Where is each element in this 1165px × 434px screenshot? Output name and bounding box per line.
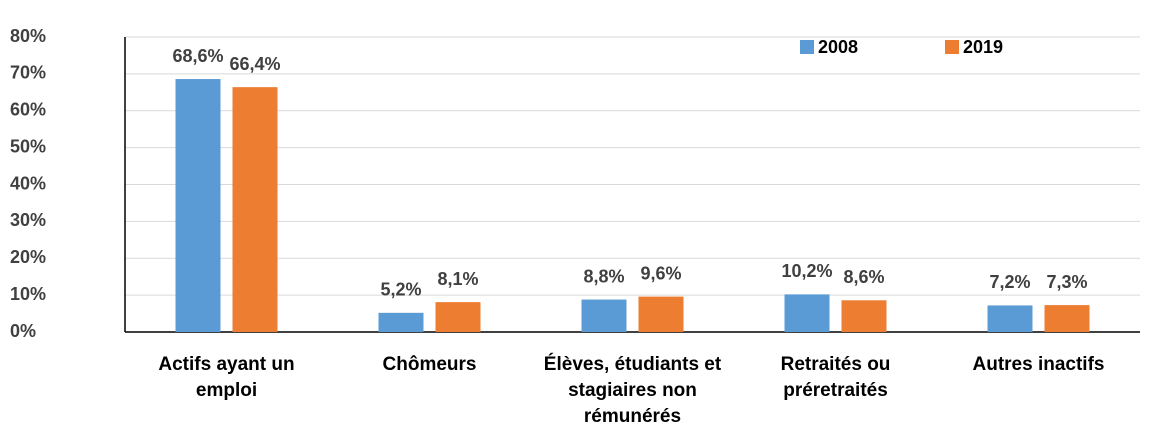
data-label: 68,6%	[172, 46, 223, 66]
legend-swatch	[945, 40, 959, 54]
x-tick-label: Élèves, étudiants et stagiaires non rému…	[543, 354, 722, 427]
y-tick-label: 70%	[10, 63, 46, 83]
bar	[638, 296, 684, 332]
x-tick-label: Chômeurs	[382, 354, 477, 375]
legend-label: 2019	[963, 37, 1003, 57]
y-tick-label: 30%	[10, 210, 46, 230]
y-tick-label: 40%	[10, 173, 46, 193]
x-tick-label: Retraités ou préretraités	[780, 354, 891, 401]
y-tick-label: 10%	[10, 284, 46, 304]
data-label: 5,2%	[380, 280, 421, 300]
bar	[232, 87, 278, 333]
y-tick-label: 80%	[10, 26, 46, 46]
bar	[987, 305, 1033, 332]
data-label: 8,1%	[437, 269, 478, 289]
bar	[435, 302, 481, 332]
data-label: 8,6%	[843, 267, 884, 287]
x-tick-label: Actifs ayant un emploi	[158, 354, 295, 401]
y-tick-label: 60%	[10, 100, 46, 120]
bar	[1044, 305, 1090, 332]
y-tick-label: 50%	[10, 136, 46, 156]
bar	[581, 299, 627, 332]
y-tick-label: 20%	[10, 247, 46, 267]
x-tick-label: Autres inactifs	[972, 354, 1105, 375]
bar	[784, 294, 830, 332]
data-label: 66,4%	[229, 54, 280, 74]
legend-label: 2008	[818, 37, 858, 57]
y-tick-label: 0%	[10, 321, 36, 341]
data-label: 9,6%	[640, 263, 681, 283]
data-label: 10,2%	[781, 261, 832, 281]
legend-swatch	[800, 40, 814, 54]
bar	[175, 79, 221, 332]
data-label: 7,2%	[989, 272, 1030, 292]
data-label: 7,3%	[1046, 272, 1087, 292]
data-label: 8,8%	[583, 266, 624, 286]
bar	[841, 300, 887, 332]
bar	[378, 312, 424, 332]
